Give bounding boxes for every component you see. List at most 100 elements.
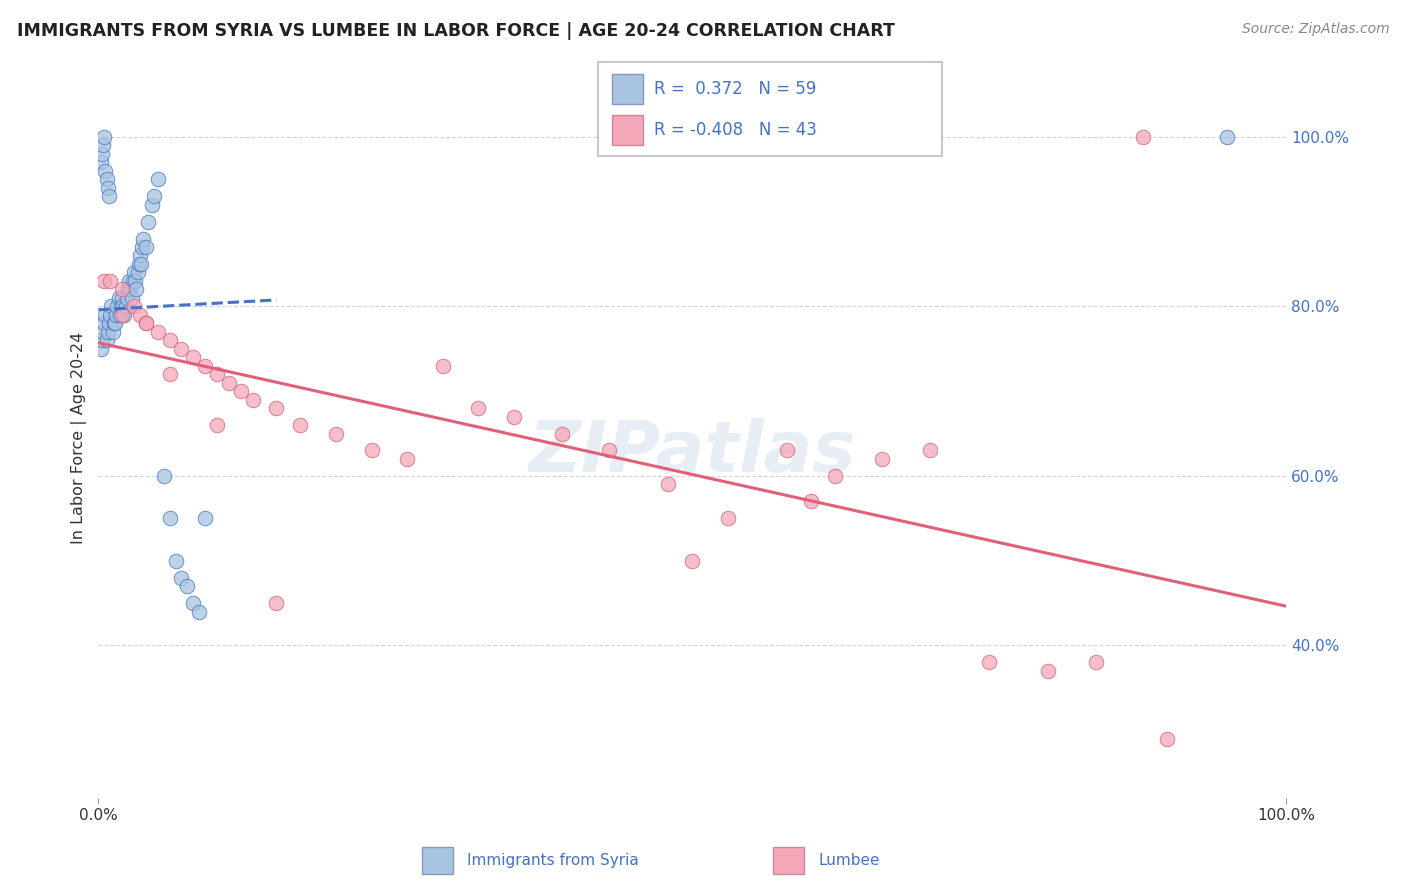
Text: Lumbee: Lumbee	[818, 854, 880, 868]
Point	[98, 316, 121, 330]
Point	[1156, 731, 1178, 746]
Point	[325, 426, 347, 441]
Point	[824, 469, 846, 483]
Point	[194, 511, 217, 525]
Point	[290, 417, 312, 432]
Point	[105, 299, 128, 313]
Point	[122, 265, 145, 279]
Point	[98, 308, 121, 322]
Point	[111, 308, 134, 322]
Point	[360, 443, 382, 458]
Point	[242, 392, 264, 407]
Point	[120, 282, 142, 296]
Text: R = -0.408   N = 43: R = -0.408 N = 43	[654, 121, 817, 139]
Point	[800, 494, 823, 508]
Point	[129, 248, 152, 262]
Point	[141, 197, 163, 211]
Point	[870, 452, 893, 467]
Point	[98, 274, 121, 288]
Point	[1215, 129, 1237, 144]
Point	[129, 257, 152, 271]
Point	[396, 452, 419, 467]
Point	[103, 316, 125, 330]
Point	[146, 172, 169, 186]
Point	[229, 384, 252, 398]
Point	[183, 350, 205, 364]
Point	[135, 316, 157, 330]
Point	[90, 155, 112, 169]
Point	[97, 180, 120, 194]
Point	[776, 443, 799, 458]
Point	[93, 129, 115, 144]
Point	[266, 596, 288, 610]
Point	[205, 367, 228, 381]
Point	[90, 146, 112, 161]
Point	[104, 316, 127, 330]
Point	[125, 282, 148, 296]
Point	[977, 656, 1000, 670]
Point	[159, 367, 181, 381]
Point	[97, 325, 120, 339]
Point	[107, 291, 129, 305]
Point	[121, 274, 143, 288]
Point	[432, 359, 454, 373]
Point	[122, 299, 145, 313]
Point	[94, 308, 117, 322]
Point	[176, 579, 198, 593]
Point	[1132, 129, 1154, 144]
Point	[110, 299, 132, 313]
Point	[90, 342, 112, 356]
Point	[129, 308, 152, 322]
Point	[266, 401, 288, 415]
Point	[100, 299, 122, 313]
Point	[91, 325, 114, 339]
Point	[93, 274, 115, 288]
Text: ZIPatlas: ZIPatlas	[529, 417, 856, 487]
Point	[128, 257, 150, 271]
Point	[101, 325, 124, 339]
Point	[1084, 656, 1107, 670]
Point	[188, 605, 211, 619]
Text: Source: ZipAtlas.com: Source: ZipAtlas.com	[1241, 22, 1389, 37]
Point	[132, 231, 155, 245]
Point	[159, 511, 181, 525]
Point	[681, 554, 703, 568]
Point	[503, 409, 526, 424]
Point	[598, 443, 620, 458]
Point	[152, 469, 174, 483]
Point	[90, 333, 112, 347]
Point	[717, 511, 740, 525]
Point	[657, 477, 679, 491]
Point	[115, 291, 138, 305]
Point	[136, 214, 159, 228]
Point	[918, 443, 941, 458]
Point	[170, 342, 193, 356]
Y-axis label: In Labor Force | Age 20-24: In Labor Force | Age 20-24	[72, 332, 87, 544]
Point	[91, 138, 114, 153]
Point	[205, 417, 228, 432]
Point	[131, 240, 153, 254]
Point	[550, 426, 572, 441]
Point	[183, 596, 205, 610]
Point	[114, 299, 136, 313]
Point	[1038, 664, 1060, 678]
Point	[117, 282, 139, 296]
Text: R =  0.372   N = 59: R = 0.372 N = 59	[654, 79, 815, 97]
Point	[143, 189, 166, 203]
Point	[165, 554, 187, 568]
Point	[467, 401, 489, 415]
Text: IMMIGRANTS FROM SYRIA VS LUMBEE IN LABOR FORCE | AGE 20-24 CORRELATION CHART: IMMIGRANTS FROM SYRIA VS LUMBEE IN LABOR…	[17, 22, 894, 40]
Point	[114, 308, 136, 322]
Point	[94, 163, 117, 178]
Point	[96, 333, 118, 347]
Point	[218, 376, 240, 390]
Point	[121, 291, 143, 305]
Point	[124, 274, 146, 288]
Point	[108, 308, 131, 322]
Point	[135, 316, 157, 330]
Point	[111, 291, 134, 305]
Point	[194, 359, 217, 373]
Point	[112, 299, 135, 313]
Point	[98, 189, 121, 203]
Point	[111, 282, 134, 296]
